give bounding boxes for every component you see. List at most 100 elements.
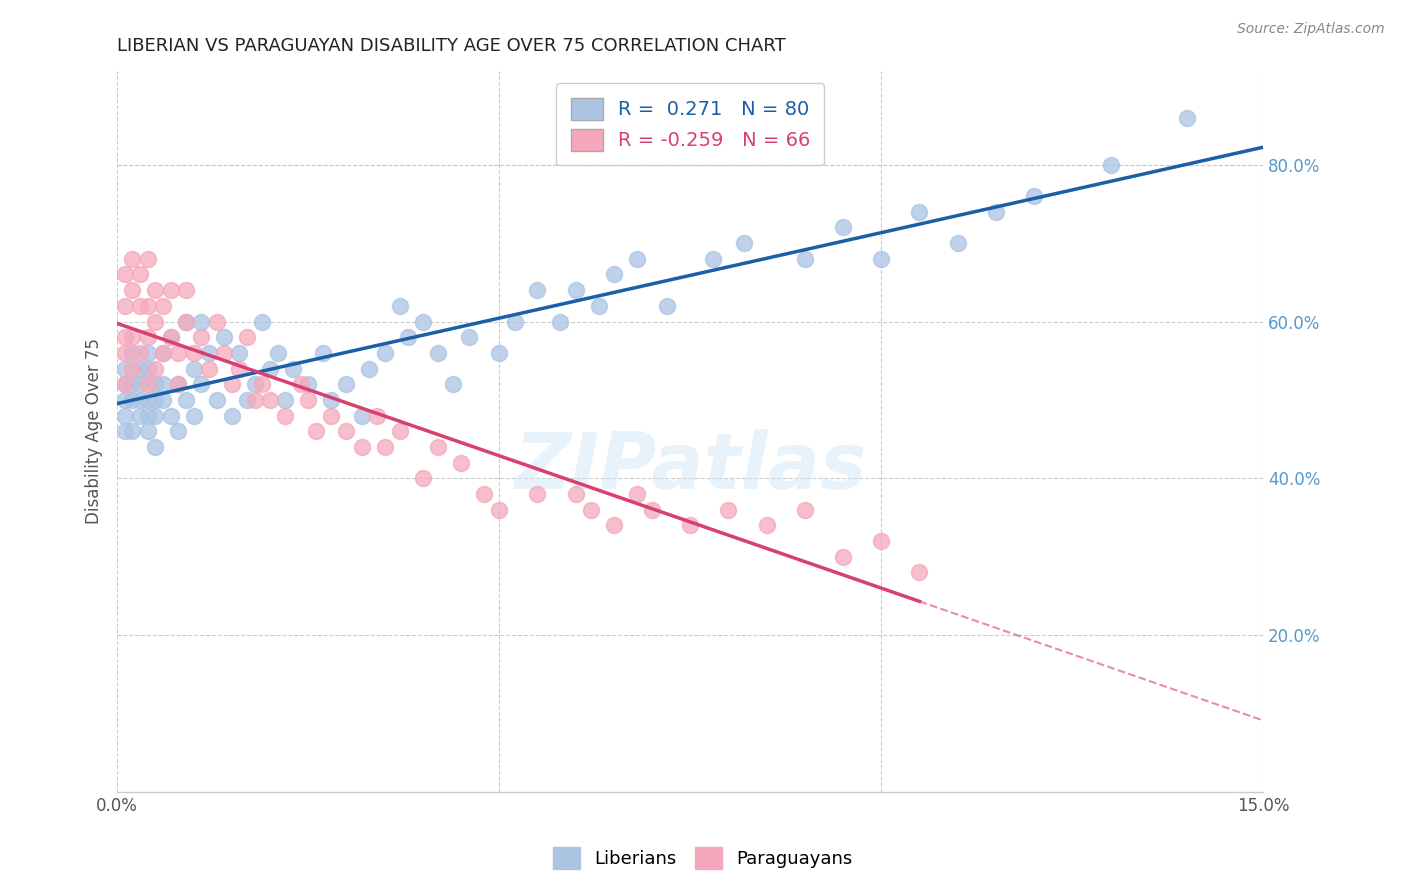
Point xyxy=(174,314,197,328)
Point xyxy=(626,487,648,501)
Point xyxy=(121,283,143,297)
Point xyxy=(114,377,136,392)
Point xyxy=(550,314,572,328)
Point xyxy=(657,299,679,313)
Point xyxy=(221,409,243,423)
Point xyxy=(412,314,434,328)
Point xyxy=(221,377,243,392)
Legend: R =  0.271   N = 80, R = -0.259   N = 66: R = 0.271 N = 80, R = -0.259 N = 66 xyxy=(557,83,824,165)
Point xyxy=(335,377,357,392)
Point xyxy=(946,236,969,251)
Point xyxy=(145,361,167,376)
Point xyxy=(129,361,152,376)
Point xyxy=(129,392,152,407)
Point xyxy=(321,392,343,407)
Point xyxy=(236,392,259,407)
Point xyxy=(136,252,159,266)
Point xyxy=(228,361,250,376)
Point xyxy=(152,377,174,392)
Point xyxy=(174,283,197,297)
Point xyxy=(174,314,197,328)
Point xyxy=(121,361,143,376)
Point xyxy=(243,377,266,392)
Point xyxy=(167,377,190,392)
Point xyxy=(281,361,304,376)
Point xyxy=(793,502,815,516)
Point xyxy=(159,409,181,423)
Point xyxy=(305,424,328,438)
Point xyxy=(136,361,159,376)
Point xyxy=(205,392,228,407)
Point xyxy=(114,361,136,376)
Point xyxy=(832,220,855,235)
Point xyxy=(174,392,197,407)
Point xyxy=(252,377,274,392)
Text: LIBERIAN VS PARAGUAYAN DISABILITY AGE OVER 75 CORRELATION CHART: LIBERIAN VS PARAGUAYAN DISABILITY AGE OV… xyxy=(117,37,786,55)
Point xyxy=(145,283,167,297)
Point xyxy=(136,392,159,407)
Point xyxy=(236,330,259,344)
Point xyxy=(526,283,548,297)
Point xyxy=(588,299,610,313)
Point xyxy=(159,330,181,344)
Point xyxy=(228,346,250,360)
Point xyxy=(984,204,1007,219)
Point xyxy=(274,392,297,407)
Point xyxy=(564,283,586,297)
Point xyxy=(335,424,357,438)
Point xyxy=(243,392,266,407)
Point xyxy=(114,268,136,282)
Point xyxy=(755,518,778,533)
Point xyxy=(190,314,212,328)
Point xyxy=(472,487,495,501)
Point xyxy=(152,346,174,360)
Point xyxy=(136,299,159,313)
Point xyxy=(1175,111,1198,125)
Point xyxy=(114,330,136,344)
Point xyxy=(579,502,602,516)
Point xyxy=(412,471,434,485)
Point xyxy=(1099,158,1122,172)
Point xyxy=(359,361,381,376)
Point xyxy=(626,252,648,266)
Legend: Liberians, Paraguayans: Liberians, Paraguayans xyxy=(544,838,862,879)
Point xyxy=(564,487,586,501)
Text: ZIPatlas: ZIPatlas xyxy=(515,429,866,505)
Point xyxy=(145,314,167,328)
Point xyxy=(733,236,755,251)
Point xyxy=(350,440,373,454)
Point xyxy=(274,409,297,423)
Point xyxy=(129,409,152,423)
Point xyxy=(603,268,626,282)
Point xyxy=(450,456,472,470)
Point xyxy=(121,377,143,392)
Point xyxy=(114,299,136,313)
Point xyxy=(388,424,411,438)
Point xyxy=(488,502,510,516)
Point xyxy=(114,377,136,392)
Point xyxy=(121,392,143,407)
Point xyxy=(136,346,159,360)
Point xyxy=(136,330,159,344)
Point xyxy=(183,409,205,423)
Point xyxy=(793,252,815,266)
Point xyxy=(350,409,373,423)
Point xyxy=(159,330,181,344)
Point xyxy=(526,487,548,501)
Point xyxy=(717,502,740,516)
Point xyxy=(167,377,190,392)
Point xyxy=(259,392,281,407)
Point xyxy=(503,314,526,328)
Point xyxy=(121,330,143,344)
Point xyxy=(145,409,167,423)
Point xyxy=(266,346,288,360)
Point xyxy=(870,252,893,266)
Point xyxy=(908,204,931,219)
Point xyxy=(870,533,893,548)
Point xyxy=(114,392,136,407)
Point xyxy=(702,252,724,266)
Point xyxy=(321,409,343,423)
Point xyxy=(114,409,136,423)
Point xyxy=(121,252,143,266)
Point xyxy=(114,424,136,438)
